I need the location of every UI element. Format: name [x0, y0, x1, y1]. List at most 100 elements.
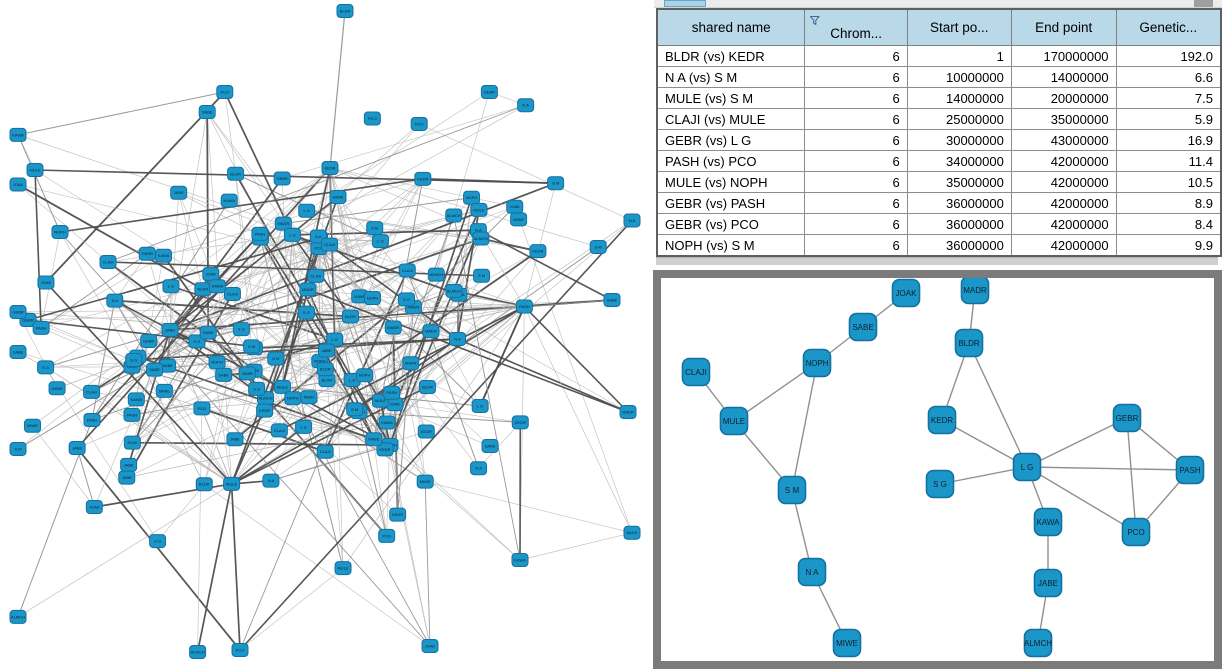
- network-edge[interactable]: [1026, 417, 1128, 468]
- network-node-almch[interactable]: ALMCH: [472, 231, 490, 246]
- network-node-pco[interactable]: PCO: [363, 111, 381, 126]
- network-node-mule[interactable]: MULE: [334, 561, 352, 576]
- network-node-bldr[interactable]: BLDR: [336, 4, 354, 18]
- network-node-s-m[interactable]: S M: [346, 402, 364, 417]
- scroll-fragment-left[interactable]: [664, 0, 706, 7]
- network-node-mule[interactable]: MULE: [273, 379, 291, 394]
- network-node-s-g[interactable]: S G: [232, 322, 250, 337]
- network-node-sabe[interactable]: SABE: [199, 325, 217, 340]
- network-node-almch[interactable]: ALMCH: [1023, 628, 1053, 658]
- network-node-kawa[interactable]: KAWA: [1033, 507, 1063, 537]
- table-row[interactable]: GEBR (vs) PCO 6 36000000 42000000 8.4: [656, 213, 1222, 235]
- network-node-sabe[interactable]: SABE: [603, 293, 621, 307]
- network-node-kawa[interactable]: KAWA: [9, 127, 27, 142]
- network-node-sabe[interactable]: SABE: [198, 105, 216, 120]
- network-node-s-m[interactable]: S M: [547, 176, 565, 191]
- network-node-l-g[interactable]: L G: [371, 234, 389, 249]
- network-node-l-g[interactable]: L G: [298, 203, 316, 218]
- network-node-pash[interactable]: PASH: [300, 390, 318, 405]
- network-node-sabe[interactable]: SABE: [215, 367, 233, 382]
- network-node-claji[interactable]: CLAJI: [681, 357, 711, 387]
- network-node-miwe[interactable]: MIWE: [351, 289, 369, 304]
- network-node-gebr[interactable]: GEBR: [273, 171, 291, 186]
- table-hscrollbar-track[interactable]: [656, 257, 1218, 265]
- network-node-pash[interactable]: PASH: [32, 320, 50, 335]
- network-node-n-a[interactable]: N A: [448, 332, 466, 347]
- network-node-claji[interactable]: CLAJI: [321, 237, 339, 252]
- network-node-gebr[interactable]: GEBR: [1112, 403, 1142, 433]
- network-node-kedr[interactable]: KEDR: [376, 442, 394, 457]
- network-node-mule[interactable]: MULE: [223, 476, 241, 491]
- network-node-claji[interactable]: CLAJI: [307, 268, 325, 283]
- column-header-chrom[interactable]: Chrom...: [804, 8, 908, 46]
- network-node-madr[interactable]: MADR: [960, 278, 990, 305]
- network-node-noph[interactable]: NOPH: [463, 190, 481, 205]
- network-node-almch[interactable]: ALMCH: [445, 283, 463, 298]
- network-node-gebr[interactable]: GEBR: [480, 85, 498, 99]
- network-node-s-g[interactable]: S G: [149, 534, 167, 549]
- network-node-sabe[interactable]: SABE: [146, 362, 164, 377]
- table-row[interactable]: MULE (vs) NOPH 6 35000000 42000000 10.5: [656, 171, 1222, 193]
- network-node-kawa[interactable]: KAWA: [511, 553, 529, 567]
- network-node-bldr[interactable]: BLDR: [418, 379, 436, 394]
- network-node-miwe[interactable]: MIWE: [329, 189, 347, 204]
- network-node-almch[interactable]: ALMCH: [445, 208, 463, 223]
- network-node-jabe[interactable]: JABE: [161, 323, 179, 337]
- network-node-kawa[interactable]: KAWA: [208, 279, 226, 294]
- network-node-noph[interactable]: NOPH: [51, 225, 69, 239]
- network-node-madr[interactable]: MADR: [299, 282, 317, 297]
- network-node-pash[interactable]: PASH: [83, 413, 101, 427]
- network-node-mule[interactable]: MULE: [719, 406, 749, 436]
- network-node-jabe[interactable]: JABE: [226, 432, 244, 447]
- network-node-pash[interactable]: PASH: [383, 385, 401, 400]
- network-node-pash[interactable]: PASH: [1175, 455, 1205, 485]
- network-node-gebr[interactable]: GEBR: [238, 366, 256, 381]
- network-edge[interactable]: [733, 362, 818, 422]
- network-node-l-g[interactable]: L G: [471, 398, 489, 413]
- network-node-noph[interactable]: NOPH: [802, 348, 832, 378]
- network-node-almch[interactable]: ALMCH: [9, 609, 27, 624]
- network-node-bldr[interactable]: BLDR: [316, 362, 334, 377]
- network-node-noph[interactable]: NOPH: [284, 391, 302, 406]
- network-node-s-m[interactable]: S M: [243, 339, 261, 354]
- network-node-s-m[interactable]: S M: [366, 221, 384, 236]
- network-node-kawa[interactable]: KAWA: [220, 193, 238, 208]
- scrollbar-thumb[interactable]: [1194, 0, 1213, 7]
- network-edge[interactable]: [1126, 417, 1137, 533]
- network-node-miwe[interactable]: MIWE: [416, 474, 434, 489]
- network-node-madr[interactable]: MADR: [619, 405, 637, 419]
- subnetwork-canvas[interactable]: JOAK MADR SABE NOPH BLDR CLAJI MULE KEDR GEBR L G…: [661, 278, 1214, 661]
- network-node-gebr[interactable]: GEBR: [48, 381, 66, 396]
- network-node-mule[interactable]: MULE: [623, 525, 641, 540]
- network-node-sabe[interactable]: SABE: [481, 439, 499, 454]
- network-node-joak[interactable]: JOAK: [891, 278, 921, 308]
- network-node-kedr[interactable]: KEDR: [417, 424, 435, 439]
- network-node-miwe[interactable]: MIWE: [832, 628, 862, 658]
- table-row[interactable]: BLDR (vs) KEDR 6 1 170000000 192.0: [656, 45, 1222, 67]
- network-node-joak[interactable]: JOAK: [85, 499, 103, 514]
- network-node-kedr[interactable]: KEDR: [414, 171, 432, 186]
- column-header-shared-name[interactable]: shared name: [656, 8, 806, 46]
- network-node-n-a[interactable]: N A: [517, 98, 535, 113]
- network-node-n-a[interactable]: N A: [262, 473, 280, 488]
- network-node-miwe[interactable]: MIWE: [24, 418, 42, 433]
- network-node-joak[interactable]: JOAK: [37, 275, 55, 290]
- network-node-joak[interactable]: JOAK: [123, 435, 141, 450]
- network-node-pash[interactable]: PASH: [123, 407, 141, 422]
- network-node-madr[interactable]: MADR: [274, 216, 292, 231]
- network-node-bldr[interactable]: BLDR: [194, 282, 212, 297]
- network-node-gebr[interactable]: GEBR: [140, 333, 158, 348]
- column-header-start-po[interactable]: Start po...: [906, 8, 1012, 46]
- network-node-noph[interactable]: NOPH: [208, 355, 226, 370]
- network-node-jabe[interactable]: JABE: [118, 470, 136, 485]
- network-node-kawa[interactable]: KAWA: [127, 392, 145, 407]
- network-node-jabe[interactable]: JABE: [318, 343, 336, 358]
- network-node-gebr[interactable]: GEBR: [9, 305, 27, 320]
- network-node-claji[interactable]: CLAJI: [223, 286, 241, 301]
- network-node-l-g[interactable]: L G: [162, 279, 180, 294]
- network-node-pco[interactable]: PCO: [216, 85, 234, 99]
- network-node-s-g[interactable]: S G: [297, 305, 315, 320]
- table-row[interactable]: GEBR (vs) L G 6 30000000 43000000 16.9: [656, 129, 1222, 151]
- network-node-bldr[interactable]: BLDR: [954, 328, 984, 358]
- table-row[interactable]: MULE (vs) S M 6 14000000 20000000 7.5: [656, 87, 1222, 109]
